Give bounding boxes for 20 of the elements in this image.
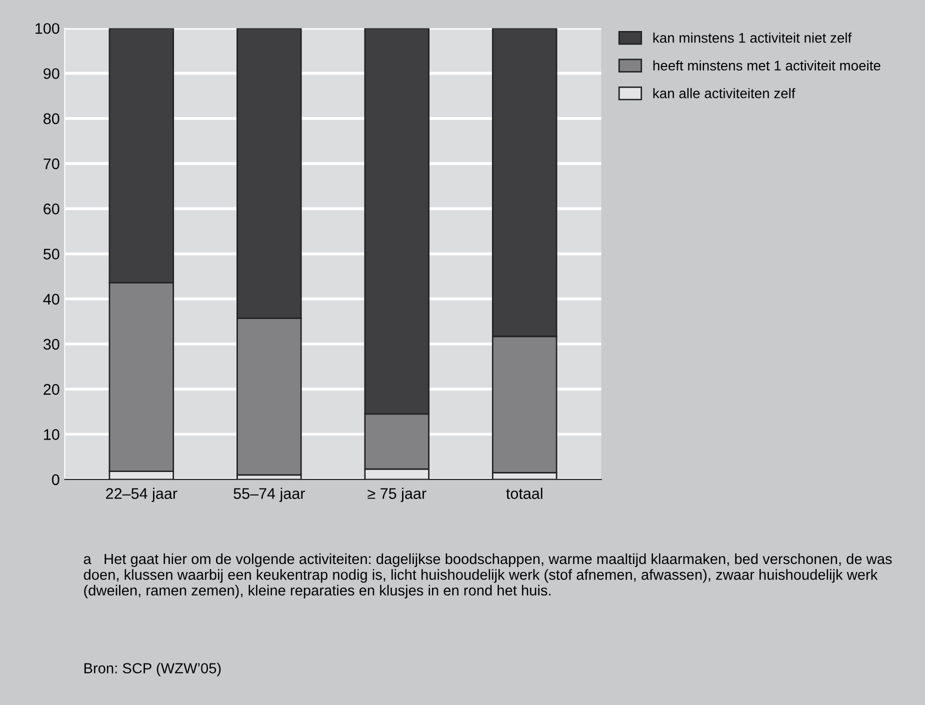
- y-tick-label: 40: [43, 294, 60, 305]
- y-tick-label: 70: [44, 158, 60, 170]
- legend-label: kan minstens 1 activiteit niet zelf: [653, 32, 852, 43]
- y-tick-label: 30: [43, 338, 60, 350]
- y-tick-label: 80: [44, 113, 60, 124]
- y-tick-label: 20: [44, 384, 60, 395]
- legend-label: heeft minstens met 1 activiteit moeite: [653, 60, 880, 71]
- x-tick-label: totaal: [506, 488, 542, 499]
- text: Bron: SCP (WZW’05): [84, 662, 221, 676]
- x-tick-label: ≥ 75 jaar: [368, 488, 426, 502]
- y-tick-label: 0: [52, 474, 60, 486]
- text: a Het gaat hier om de volgende activiteiten: dagelijkse boodschappen, warme maaltijd klaarmaken, bed verschonen, de was doen, klussen waarbij een keukentrap nodig is, licht huishoudelijk werk (stof afnemen, afwassen), zwaar huishoudelijk werk (dweilen, ramen zemen), kleine reparaties en klusjes in en rond het huis.: [84, 553, 892, 598]
- y-tick-label: 100: [36, 23, 60, 34]
- y-tick-label: 10: [44, 429, 60, 440]
- legend-label: kan alle activiteiten zelf: [653, 88, 796, 98]
- y-tick-label: 50: [44, 248, 60, 260]
- x-tick-label: 55–74 jaar: [234, 488, 305, 502]
- x-tick-label: 22–54 jaar: [106, 488, 178, 502]
- y-tick-label: 60: [44, 204, 60, 214]
- y-tick-label: 90: [44, 68, 60, 80]
